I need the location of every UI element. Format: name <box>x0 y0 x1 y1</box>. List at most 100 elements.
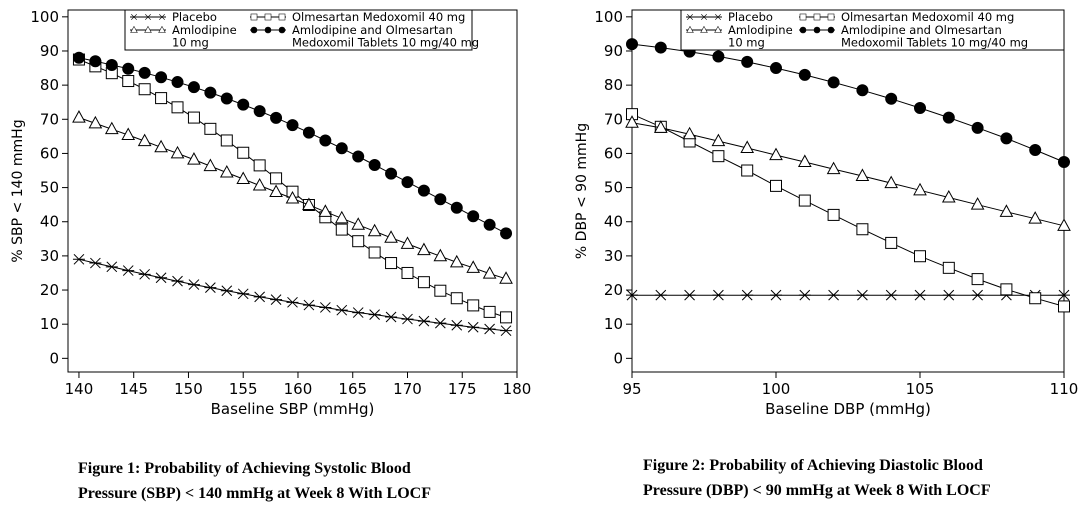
fig1-olmesartan-point <box>220 134 233 147</box>
fig1-placebo-point <box>467 321 480 333</box>
fig1-combination-point <box>220 92 233 105</box>
fig1-placebo-point <box>368 309 381 320</box>
fig2-placebo-point <box>856 289 869 301</box>
chart-figure-1: 0 10 20 30 40 50 60 70 80 90 100 140 145 150 155 160 165… <box>10 8 532 418</box>
fig1-placebo-point <box>122 265 135 276</box>
fig1-combination-point <box>417 184 430 197</box>
fig1-olmesartan-point <box>187 111 200 124</box>
fig1-legend-combination-label: Medoxomil Tablets 10 mg/40 mg <box>292 36 479 50</box>
fig1-y-tick-label: 60 <box>40 144 59 162</box>
fig1-combination-point <box>138 66 151 79</box>
fig2-amlodipine-point <box>1057 218 1071 231</box>
fig1-amlodipine-point <box>384 230 398 243</box>
fig1-placebo-point <box>385 311 398 323</box>
fig1-y-tick-label: 30 <box>40 247 59 265</box>
fig2-legend-olmesartan-marker <box>813 13 821 21</box>
fig1-placebo-point <box>237 288 250 300</box>
fig1-placebo-point <box>335 304 348 316</box>
fig1-combination-point <box>89 55 102 68</box>
fig1-combination-point <box>401 176 414 189</box>
fig2-legend-olmesartan-marker-shape <box>799 13 807 21</box>
fig1-x-tick-label: 140 <box>65 380 94 398</box>
fig1-legend-olmesartan-marker <box>250 13 258 21</box>
fig1-placebo-point <box>319 302 332 313</box>
fig1-legend-amlodipine-marker <box>130 25 138 33</box>
fig1-placebo-point <box>72 253 85 265</box>
fig2-amlodipine-point <box>740 140 755 153</box>
fig1-combination-point <box>335 142 348 155</box>
fig1-combination-point <box>500 227 513 240</box>
fig1-placebo-point <box>434 317 447 329</box>
fig1-legend-olmesartan-marker-shape <box>278 13 286 21</box>
fig1-x-tick-label: 180 <box>503 380 532 398</box>
fig1-amlodipine-point <box>302 197 316 211</box>
fig1-placebo-point <box>105 261 118 273</box>
fig1-y-tick-label: 10 <box>40 315 59 333</box>
fig2-legend-placebo-marker-shape <box>714 14 722 20</box>
fig1-olmesartan-point <box>401 266 414 279</box>
fig1-placebo-point <box>401 313 414 325</box>
fig2-legend-amlodipine-marker <box>714 25 722 33</box>
fig1-amlodipine-point <box>318 204 333 217</box>
fig2-combination-point <box>971 121 984 134</box>
fig1-x-tick-label: 175 <box>448 380 477 398</box>
fig2-combination-point <box>1000 132 1013 145</box>
fig2-series-amlodipine <box>625 115 1071 231</box>
fig2-legend-combination-marker-shape <box>827 26 835 34</box>
fig1-legend-amlodipine-label: Amlodipine <box>172 23 237 37</box>
fig1-combination-point <box>204 86 217 99</box>
fig1-placebo-point <box>220 285 233 297</box>
fig1-legend-placebo-marker-shape <box>130 14 138 20</box>
fig1-olmesartan-point <box>352 235 365 248</box>
fig1-combination-point <box>122 62 135 75</box>
fig1-placebo-point <box>253 291 266 303</box>
fig2-legend-placebo-label: Placebo <box>728 10 773 24</box>
fig1-combination-point <box>270 111 283 124</box>
fig1-legend-combination-label: Amlodipine and Olmesartan <box>292 23 453 37</box>
fig2-olmesartan-point <box>1029 292 1042 305</box>
fig1-combination-point <box>352 150 365 163</box>
fig1-legend-olmesartan: Olmesartan Medoxomil 40 mg <box>250 10 465 24</box>
fig2-olmesartan-point <box>885 236 898 249</box>
fig2-combination-point <box>1058 155 1070 168</box>
fig1-placebo-point <box>302 299 315 311</box>
fig2-amlodipine-point <box>769 147 783 161</box>
fig1-legend-amlodipine-marker-shape <box>130 25 138 33</box>
fig2-olmesartan-line <box>631 113 1065 307</box>
fig2-legend-olmesartan-marker-shape <box>827 13 835 21</box>
fig1-placebo-point <box>155 272 168 284</box>
fig1-amlodipine-point <box>88 115 103 129</box>
fig2-olmesartan-point <box>856 223 869 236</box>
fig1-y-tick-label: 70 <box>40 110 59 128</box>
fig2-legend-olmesartan-marker <box>799 13 807 21</box>
fig2-placebo-point <box>626 289 638 301</box>
fig1-placebo-point <box>204 282 217 294</box>
fig2-combination-point <box>942 111 955 124</box>
fig2-y-tick-label: 50 <box>604 179 623 197</box>
fig1-legend-combination-marker <box>250 26 258 34</box>
fig1-placebo-point <box>483 323 496 335</box>
fig2-legend-amlodipine-marker-shape <box>686 25 694 33</box>
fig2-olmesartan-point <box>798 194 811 207</box>
fig1-amlodipine-point <box>417 242 431 256</box>
fig1-olmesartan-point <box>450 292 463 305</box>
fig2-x-tick-label: 105 <box>906 380 935 398</box>
fig2-series-olmesartan <box>626 108 1070 313</box>
fig1-amlodipine-point <box>367 223 382 237</box>
fig2-olmesartan-point <box>942 261 955 274</box>
fig2-legend-placebo-marker-shape <box>686 14 694 20</box>
figure-1-caption-line-2: Pressure (SBP) < 140 mmHg at Week 8 With… <box>78 485 431 502</box>
fig2-legend-amlodipine-marker-shape <box>700 25 708 33</box>
fig2-amlodipine-point <box>625 115 639 128</box>
figure-1-caption-line-1: Figure 1: Probability of Achieving Systo… <box>78 460 411 477</box>
fig2-placebo-point <box>770 289 782 301</box>
fig2-placebo-point <box>683 289 696 301</box>
fig1-amlodipine-point <box>219 165 234 178</box>
fig2-legend-combination-marker-shape <box>799 26 807 34</box>
fig2-legend-combination-marker <box>827 26 835 34</box>
fig1-legend-placebo: Placebo <box>130 10 217 24</box>
fig1-amlodipine-point <box>187 152 201 165</box>
fig2-combination-point <box>914 102 926 115</box>
